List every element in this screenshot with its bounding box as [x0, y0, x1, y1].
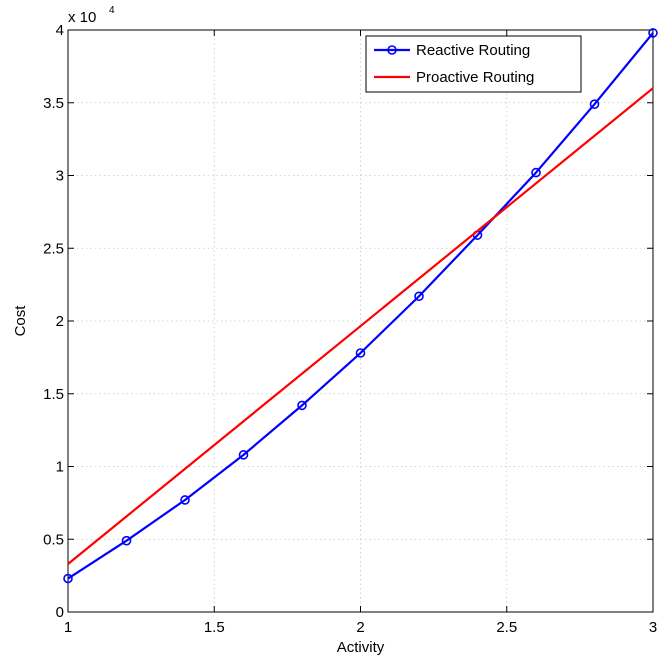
- data-point: [414, 291, 424, 302]
- series-line-0: [67, 32, 654, 580]
- grid: [67, 29, 654, 613]
- data-point: [180, 495, 190, 505]
- data-point: [648, 28, 658, 38]
- y-tick-label: 0: [56, 604, 64, 621]
- data-point: [355, 348, 366, 358]
- y-tick-label: 2.5: [43, 240, 64, 257]
- y-tick-label: 1.5: [43, 386, 64, 403]
- legend-box: [365, 35, 582, 93]
- y-tick-label: 1: [56, 459, 64, 476]
- x-axis-label: Activity: [337, 639, 385, 656]
- data-point: [531, 167, 541, 178]
- series-line-1: [67, 87, 654, 565]
- y-tick-label: 3: [56, 168, 64, 185]
- data-point: [63, 573, 73, 584]
- legend-label: Reactive Routing: [416, 42, 530, 59]
- data-point: [121, 535, 132, 546]
- axis-ticks: 1 1.5 2 2.5 3 0 0.5 1 1.5 2 2.5 3 3.5 4: [43, 22, 657, 636]
- x-tick-label: 1.5: [204, 619, 225, 636]
- series-area: [63, 28, 658, 584]
- data-point: [297, 400, 307, 411]
- x-tick-label: 2.5: [496, 619, 517, 636]
- y-exponent-power: 4: [109, 5, 115, 16]
- y-exponent-base: x 10: [68, 9, 96, 26]
- x-tick-label: 3: [649, 619, 657, 636]
- y-axis-label: Cost: [12, 305, 29, 337]
- legend-marker: [387, 45, 397, 55]
- x-tick-label: 1: [64, 619, 72, 636]
- x-tick-label: 2: [356, 619, 364, 636]
- data-point: [238, 450, 249, 460]
- legend: Reactive Routing Proactive Routing: [365, 35, 582, 93]
- y-tick-label: 3.5: [43, 95, 64, 112]
- y-tick-label: 2: [56, 313, 64, 330]
- y-tick-label: 0.5: [43, 531, 64, 548]
- data-point: [589, 99, 600, 110]
- y-tick-label: 4: [56, 22, 64, 39]
- legend-label: Proactive Routing: [416, 69, 534, 86]
